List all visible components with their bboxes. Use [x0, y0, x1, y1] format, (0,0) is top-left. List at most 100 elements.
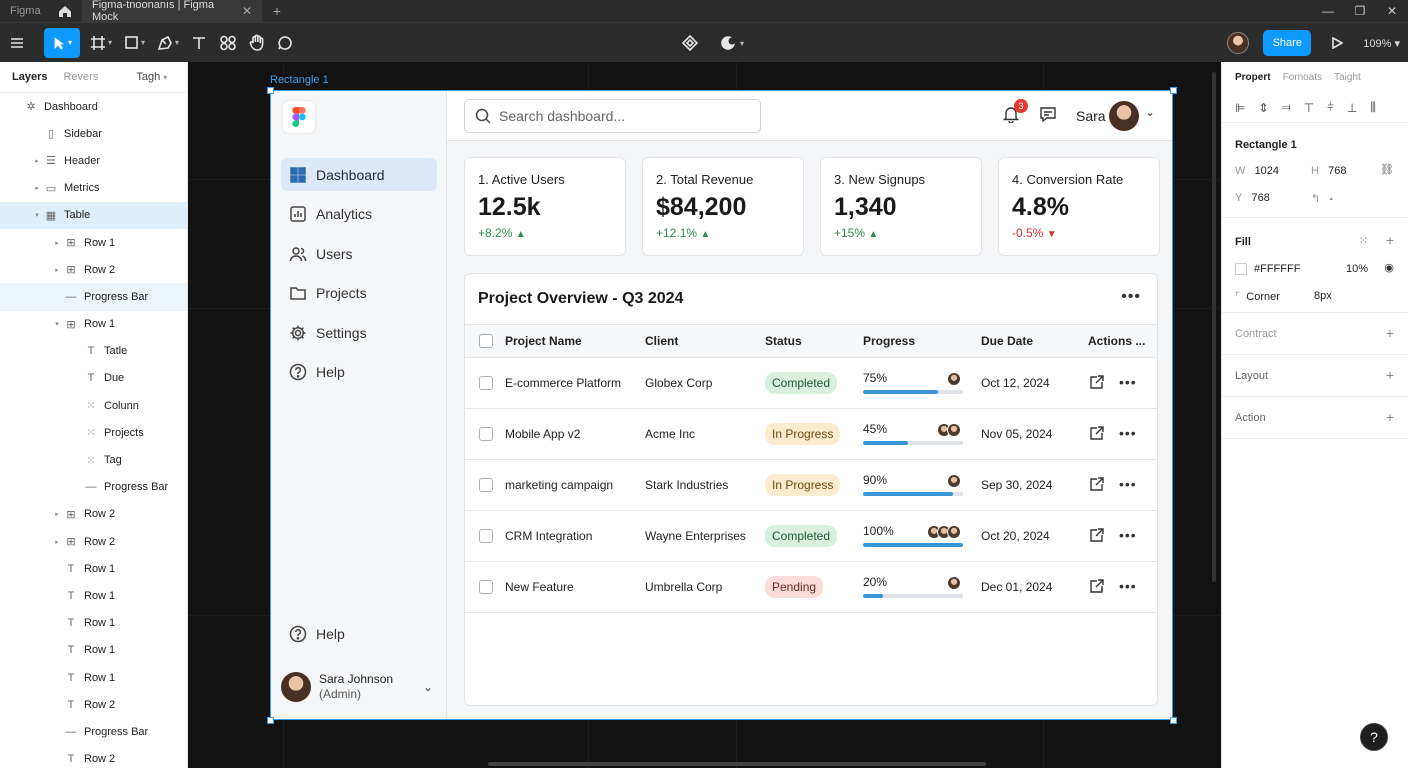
sidebar-item-help[interactable]: Help — [281, 356, 437, 389]
add-fill-icon[interactable]: + — [1385, 232, 1394, 248]
metric-card[interactable]: 4. Conversion Rate 4.8% -0.5% ▼ — [998, 157, 1160, 256]
chat-icon[interactable] — [1039, 106, 1057, 123]
pen-tool[interactable]: ▾ — [151, 28, 185, 58]
resize-handle[interactable] — [267, 87, 274, 94]
col-client[interactable]: Client — [645, 334, 679, 348]
sidebar-item-settings[interactable]: Settings — [281, 316, 437, 349]
layer-row[interactable]: ▸ ⊞ Row 2 — [0, 528, 187, 555]
sidebar-help-bottom[interactable]: Help — [281, 617, 437, 650]
header-avatar[interactable] — [1109, 101, 1139, 131]
frame-label[interactable]: Rectangle 1 — [270, 74, 329, 86]
close-tab-icon[interactable]: ✕ — [241, 4, 252, 18]
layer-row[interactable]: ✲ Dashboard — [0, 93, 187, 120]
layer-row[interactable]: ▸ ☰ Header — [0, 147, 187, 174]
open-external-icon[interactable] — [1089, 477, 1104, 495]
zoom-level[interactable]: 109% ▾ — [1363, 37, 1400, 50]
resize-handle[interactable] — [1170, 717, 1177, 724]
text-tool[interactable] — [185, 28, 213, 58]
main-menu-icon[interactable] — [4, 28, 30, 58]
home-icon[interactable] — [48, 5, 82, 18]
add-layout-icon[interactable]: + — [1385, 367, 1394, 383]
tab-taight[interactable]: Taight — [1334, 72, 1361, 83]
rotation-field[interactable]: ↰ - — [1311, 193, 1334, 205]
width-field[interactable]: W 1024 — [1235, 165, 1280, 177]
row-checkbox[interactable] — [479, 409, 493, 459]
layer-row[interactable]: T Row 1 — [0, 610, 187, 637]
chevron-down-icon[interactable]: ⌄ — [422, 680, 433, 694]
resize-handle[interactable] — [267, 717, 274, 724]
collaborator-avatar[interactable] — [1227, 32, 1250, 54]
height-field[interactable]: H 768 — [1311, 165, 1347, 177]
distribute-icon[interactable]: ⫼ — [1370, 100, 1376, 114]
more-options-icon[interactable]: ••• — [1121, 288, 1141, 305]
tab-tagh[interactable]: Tagh ▾ — [136, 71, 168, 83]
metric-card[interactable]: 3. New Signups 1,340 +15% ▲ — [820, 157, 982, 256]
shape-tool[interactable]: ▾ — [118, 28, 151, 58]
fill-hex[interactable]: #FFFFFF — [1254, 263, 1301, 275]
layer-expand-icon[interactable]: ▸ — [35, 185, 39, 193]
minimize-icon[interactable]: — — [1322, 4, 1334, 18]
sidebar-item-analytics[interactable]: Analytics — [281, 198, 437, 231]
bell-icon[interactable] — [1002, 105, 1020, 123]
frame-tool[interactable]: ▾ — [84, 28, 118, 58]
tab-fornoats[interactable]: Fornoats — [1282, 72, 1323, 83]
layer-row[interactable]: T Due — [0, 365, 187, 392]
table-row[interactable]: New Feature Umbrella Corp Pending 20% Dec 01… — [465, 562, 1157, 613]
layer-row[interactable]: T Row 2 — [0, 691, 187, 718]
layer-row[interactable]: T Row 1 — [0, 555, 187, 582]
component-diamond-icon[interactable] — [676, 28, 704, 58]
constrain-proportions-icon[interactable]: ⛓ — [1380, 164, 1394, 176]
metric-card[interactable]: 2. Total Revenue $84,200 +12.1% ▲ — [642, 157, 804, 256]
open-external-icon[interactable] — [1089, 375, 1104, 393]
layer-row[interactable]: ▸ ⊞ Row 1 — [0, 229, 187, 256]
col-due-date[interactable]: Due Date — [981, 334, 1034, 348]
row-more-icon[interactable]: ••• — [1119, 527, 1137, 543]
layer-row[interactable]: ⁙ Tag — [0, 446, 187, 473]
layer-expand-icon[interactable]: ▸ — [55, 239, 59, 247]
header-user-name[interactable]: Sara — [1076, 108, 1106, 124]
layer-row[interactable]: ▸ ⊞ Row 2 — [0, 501, 187, 528]
layer-row[interactable]: T Row 1 — [0, 637, 187, 664]
row-checkbox[interactable] — [479, 511, 493, 561]
header-chevron-down-icon[interactable]: ⌄ — [1145, 105, 1156, 119]
tab-revers[interactable]: Revers — [63, 71, 99, 83]
table-row[interactable]: E-commerce Platform Globex Corp Completed 7… — [465, 358, 1157, 409]
row-checkbox[interactable] — [479, 460, 493, 510]
layer-row[interactable]: ⁙ Colunn — [0, 392, 187, 419]
layer-row[interactable]: T Row 1 — [0, 582, 187, 609]
sidebar-user[interactable]: Sara Johnson (Admin) ⌄ — [281, 669, 437, 705]
sidebar-item-projects[interactable]: Projects — [281, 277, 437, 310]
tab-layers[interactable]: Layers — [12, 71, 48, 83]
fill-swatch[interactable] — [1235, 263, 1247, 275]
col-status[interactable]: Status — [765, 334, 802, 348]
layer-row[interactable]: — Progress Bar — [0, 474, 187, 501]
corner-value[interactable]: 8px — [1314, 290, 1332, 302]
row-more-icon[interactable]: ••• — [1119, 578, 1137, 594]
col-progress[interactable]: Progress — [863, 334, 916, 348]
layer-expand-icon[interactable]: ▸ — [55, 266, 59, 274]
align-center-v-icon[interactable]: ⇕ — [1258, 100, 1269, 115]
sidebar-item-dashboard[interactable]: Dashboard — [281, 158, 437, 191]
present-play-icon[interactable] — [1325, 28, 1349, 58]
align-middle-icon[interactable]: ⫩ — [1327, 100, 1334, 114]
row-more-icon[interactable]: ••• — [1119, 374, 1137, 390]
resize-handle[interactable] — [1170, 87, 1177, 94]
layer-expand-icon[interactable]: ▸ — [55, 511, 59, 519]
layer-row[interactable]: ▾ ⊞ Row 1 — [0, 311, 187, 338]
add-contract-icon[interactable]: + — [1385, 325, 1394, 341]
layer-expand-icon[interactable]: ▸ — [55, 538, 59, 546]
layer-row[interactable]: — Progress Bar — [0, 283, 187, 311]
dashboard-frame[interactable]: Dashboard Analytics Users Projects Settings H… — [270, 90, 1173, 720]
layer-expand-icon[interactable]: ▾ — [55, 321, 59, 329]
fill-opacity[interactable]: 10% — [1346, 263, 1369, 275]
open-external-icon[interactable] — [1089, 426, 1104, 444]
comment-tool[interactable] — [271, 28, 299, 58]
align-right-icon[interactable]: ⫤ — [1281, 100, 1291, 114]
header-checkbox[interactable] — [479, 325, 493, 357]
col-actions[interactable]: Actions ... — [1088, 334, 1146, 348]
layer-row[interactable]: — Progress Bar — [0, 718, 187, 745]
file-tab[interactable]: Figma-tnoonanıs | Figma Mock ✕ — [82, 0, 262, 23]
tab-propert[interactable]: Propert — [1235, 72, 1271, 83]
table-row[interactable]: marketing campaign Stark Industries In Pro… — [465, 460, 1157, 511]
metric-card[interactable]: 1. Active Users 12.5k +8.2% ▲ — [464, 157, 626, 256]
